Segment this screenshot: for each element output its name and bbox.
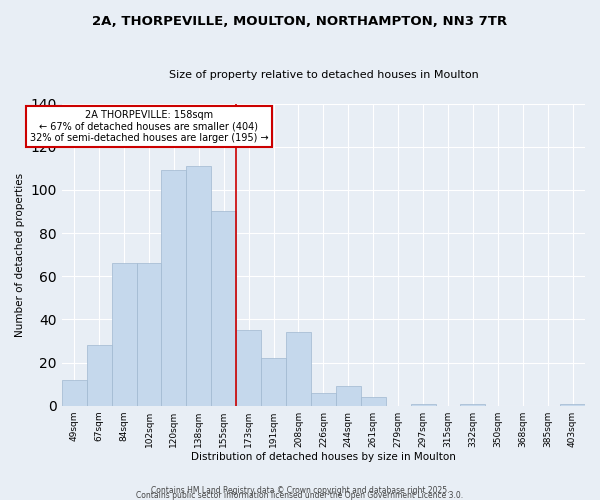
Bar <box>311 393 336 406</box>
Bar <box>62 380 87 406</box>
Text: Contains public sector information licensed under the Open Government Licence 3.: Contains public sector information licen… <box>136 490 464 500</box>
Bar <box>112 263 137 406</box>
Bar <box>560 404 585 406</box>
Text: 2A, THORPEVILLE, MOULTON, NORTHAMPTON, NN3 7TR: 2A, THORPEVILLE, MOULTON, NORTHAMPTON, N… <box>92 15 508 28</box>
Text: Contains HM Land Registry data © Crown copyright and database right 2025.: Contains HM Land Registry data © Crown c… <box>151 486 449 495</box>
Bar <box>236 330 261 406</box>
Title: Size of property relative to detached houses in Moulton: Size of property relative to detached ho… <box>169 70 478 81</box>
Bar <box>161 170 187 406</box>
Bar <box>137 263 161 406</box>
Bar <box>361 397 386 406</box>
Text: 2A THORPEVILLE: 158sqm
← 67% of detached houses are smaller (404)
32% of semi-de: 2A THORPEVILLE: 158sqm ← 67% of detached… <box>29 110 268 142</box>
Bar <box>460 404 485 406</box>
Bar <box>211 212 236 406</box>
Bar <box>410 404 436 406</box>
Y-axis label: Number of detached properties: Number of detached properties <box>15 172 25 336</box>
Bar <box>261 358 286 406</box>
Bar <box>187 166 211 406</box>
Bar <box>286 332 311 406</box>
Bar <box>87 346 112 406</box>
X-axis label: Distribution of detached houses by size in Moulton: Distribution of detached houses by size … <box>191 452 456 462</box>
Bar <box>336 386 361 406</box>
